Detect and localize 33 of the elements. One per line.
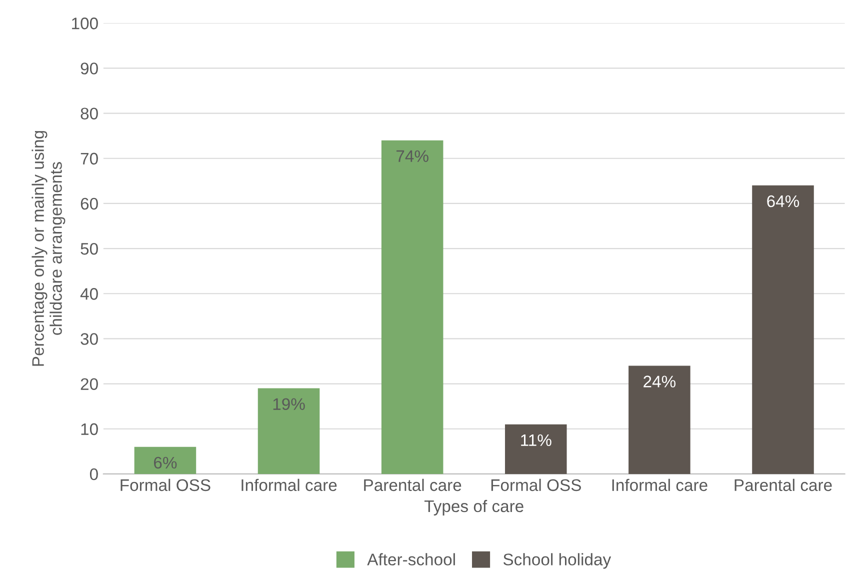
x-tick-label: Formal OSS [491,478,581,492]
y-tick-label: 20 [80,378,98,390]
x-tick-label: Formal OSS [120,478,210,492]
bar [258,388,320,474]
x-tick-label: Parental care [364,478,462,492]
x-tick-label: Parental care [734,478,832,492]
y-tick-label: 60 [80,198,98,210]
bar [628,366,690,474]
bar [381,140,444,474]
y-tick-label: 40 [80,288,98,300]
x-tick-label: Informal care [242,478,337,492]
x-tick-label: Informal care [612,478,708,492]
data-label: 74% [396,150,428,162]
y-tick-label: 70 [80,152,98,165]
x-axis-title: Types of care [424,500,524,516]
data-label: 24% [644,376,676,388]
y-tick-label: 90 [80,62,98,74]
data-label: 6% [154,456,177,469]
y-tick-label: 10 [81,423,98,436]
legend-label: School holiday [503,553,612,569]
y-tick-label: 50 [80,242,98,255]
bar [504,424,567,474]
data-label: 64% [767,195,800,208]
data-label: 19% [273,398,305,410]
y-tick-label: 0 [90,468,98,480]
y-tick-label: 30 [80,333,98,345]
y-axis-title: Percentage only or mainly using childcare arrangements [32,131,66,366]
bar [752,185,814,474]
y-tick-label: 80 [80,108,98,120]
data-label: 11% [521,434,552,446]
legend-label: After-school [367,553,455,566]
bar [134,446,196,474]
y-tick-label: 100 [72,18,98,30]
